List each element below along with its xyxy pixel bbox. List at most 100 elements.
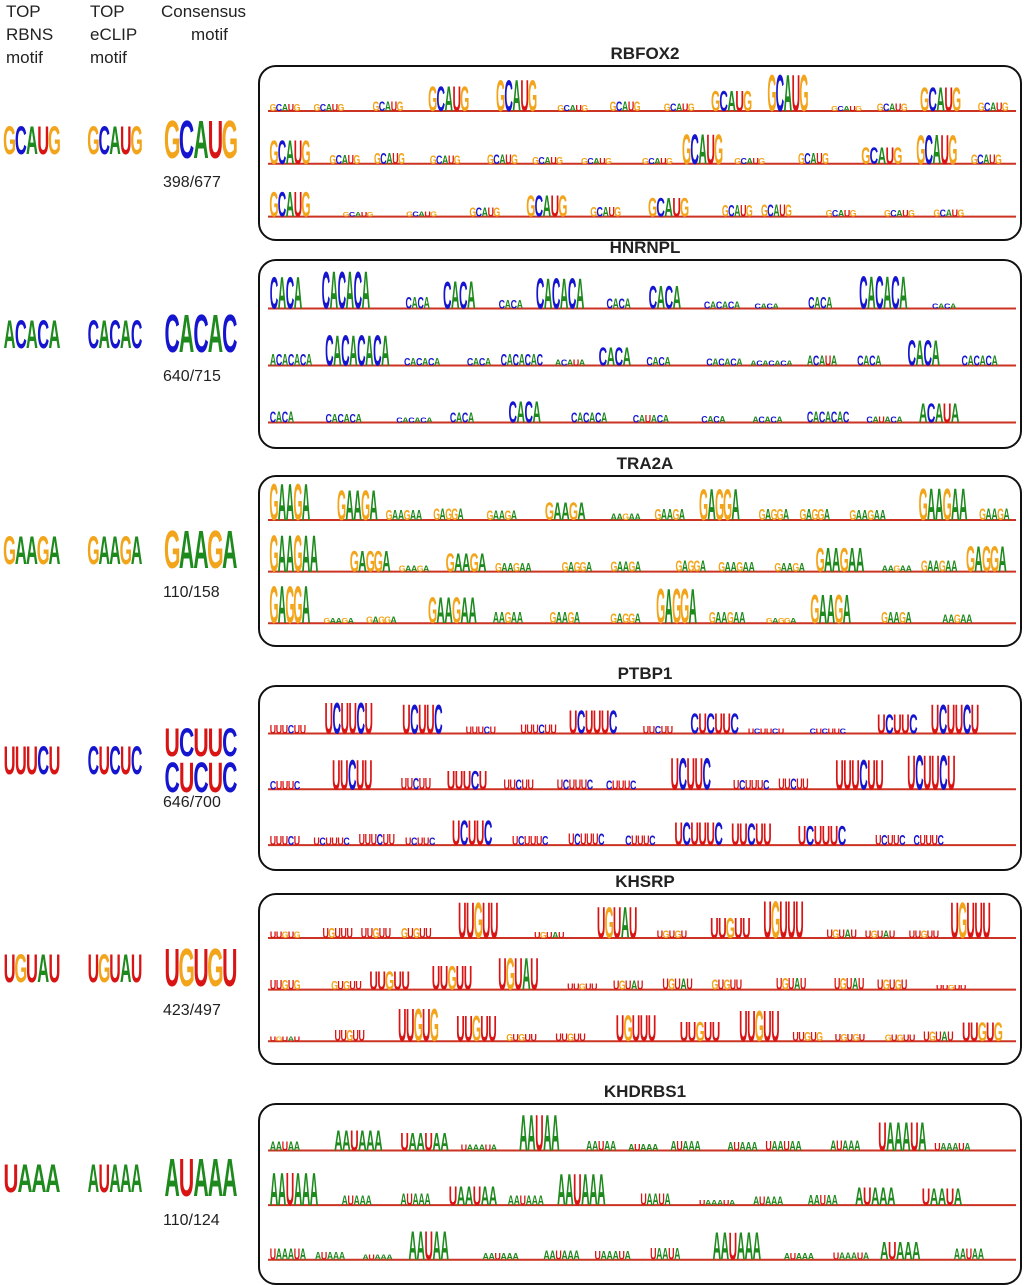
logo-letter: G xyxy=(331,981,338,993)
logo-letter: U xyxy=(718,976,724,993)
logo-letter: U xyxy=(488,206,494,220)
logo-letter: C xyxy=(322,262,331,321)
logo-letter: A xyxy=(832,1192,839,1209)
logo-letter: G xyxy=(207,937,224,997)
logo-letter: A xyxy=(992,352,999,369)
logo-letter: U xyxy=(575,103,581,112)
logo-letter: C xyxy=(416,357,422,369)
logo-letter: U xyxy=(927,929,933,941)
logo-letter: G xyxy=(452,589,461,631)
logo-letter: U xyxy=(698,817,707,853)
logo-letter: A xyxy=(610,512,617,522)
logo-letter: A xyxy=(222,1147,237,1207)
logo-letter: G xyxy=(933,208,940,220)
logo-letter: U xyxy=(581,776,587,793)
logo-letter: U xyxy=(618,1249,625,1263)
logo-letter: A xyxy=(592,1139,599,1155)
logo-letter: U xyxy=(591,982,597,992)
logo-letter: U xyxy=(557,776,563,793)
logo-letter: G xyxy=(506,1033,513,1045)
logo-letter: G xyxy=(971,152,978,168)
logo-letter: A xyxy=(278,477,287,531)
logo-letter: G xyxy=(680,193,689,223)
logo-letter: U xyxy=(332,751,341,799)
logo-letter: A xyxy=(713,1226,722,1269)
logo-letter: A xyxy=(512,1252,519,1262)
logo-letter: U xyxy=(498,949,507,1000)
logo-letter: A xyxy=(315,1251,322,1263)
logo-letter: A xyxy=(772,617,779,625)
logo-letter: U xyxy=(974,895,983,949)
logo-letter: A xyxy=(278,576,287,635)
logo-letter: G xyxy=(688,102,695,114)
logo-letter: U xyxy=(4,1156,19,1201)
logo-letter: C xyxy=(832,208,839,218)
logo-letter: C xyxy=(890,208,897,218)
logo-letter: A xyxy=(980,352,987,369)
logo-letter: U xyxy=(324,692,333,743)
logo-letter: G xyxy=(301,184,310,224)
logo-letter: C xyxy=(665,281,674,317)
logo-letter: A xyxy=(734,202,741,221)
logo-letter: U xyxy=(455,766,464,796)
logo-letter: U xyxy=(763,817,772,851)
logo-letter: A xyxy=(848,1137,855,1154)
logo-letter: G xyxy=(722,202,729,221)
consensus-ratio: 646/700 xyxy=(163,794,221,811)
logo-letter: A xyxy=(863,352,869,369)
logo-letter: A xyxy=(15,529,27,573)
logo-letter: G xyxy=(328,925,335,942)
logo-letter: U xyxy=(550,155,556,167)
logo-letter: C xyxy=(939,745,948,800)
logo-letter: U xyxy=(526,723,532,737)
logo-letter: A xyxy=(968,352,975,369)
logo-letter: U xyxy=(926,832,933,849)
logo-letter: G xyxy=(3,529,16,573)
logo-letter: A xyxy=(652,356,659,368)
logo-letter: C xyxy=(15,119,27,163)
logo-letter: A xyxy=(576,269,585,318)
logo-letter: U xyxy=(827,928,833,942)
logo-letter: U xyxy=(779,895,788,950)
logo-letter: U xyxy=(712,1018,721,1048)
logo-letter: U xyxy=(340,1026,346,1045)
logo-letter: A xyxy=(543,1105,552,1161)
logo-letter: A xyxy=(843,105,850,113)
logo-letter: G xyxy=(831,105,838,113)
logo-letter: C xyxy=(891,267,900,319)
logo-letter: A xyxy=(597,1165,606,1214)
logo-letter: U xyxy=(936,984,943,992)
logo-letter: G xyxy=(755,1002,764,1051)
logo-letter: U xyxy=(165,720,180,765)
header-line: eCLIP xyxy=(90,25,138,44)
logo-letter: U xyxy=(355,981,361,993)
logo-letter: A xyxy=(569,103,575,112)
logo-letter: G xyxy=(130,119,142,164)
logo-letter: A xyxy=(362,262,371,321)
logo-letter: A xyxy=(824,506,830,523)
logo-letter: A xyxy=(604,1139,611,1155)
logo-letter: U xyxy=(676,1140,682,1154)
logo-letter: U xyxy=(795,895,804,950)
logo-letter: G xyxy=(557,103,564,112)
logo-letter: U xyxy=(966,1246,972,1263)
logo-letter: C xyxy=(758,415,765,425)
logo-letter: A xyxy=(538,1193,545,1209)
logo-letter: A xyxy=(310,525,319,583)
logo-letter: G xyxy=(269,576,278,635)
logo-letter: G xyxy=(87,529,99,574)
consensus-ratio: 423/497 xyxy=(163,1002,221,1019)
logo-letter: G xyxy=(774,561,781,575)
